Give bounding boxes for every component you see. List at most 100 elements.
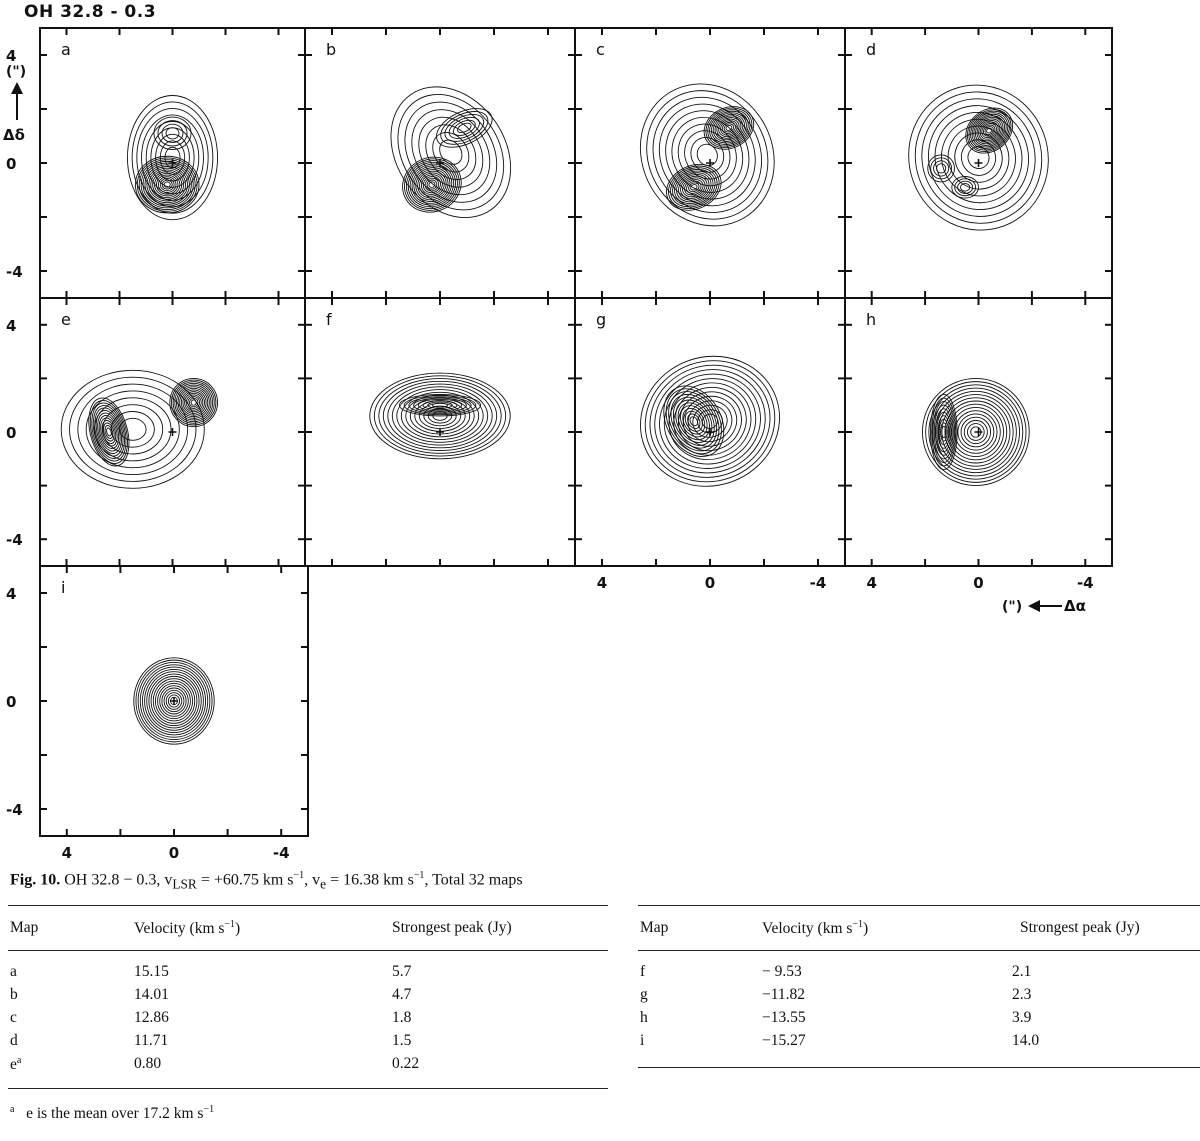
panel-e-contour bbox=[175, 384, 212, 421]
panel-i-contour bbox=[161, 687, 187, 715]
panel-f-contour bbox=[382, 380, 498, 452]
panel-g-contour bbox=[668, 391, 720, 452]
panel-i-contour bbox=[133, 657, 215, 745]
panel-f-contour bbox=[373, 375, 507, 457]
panel-d-contour bbox=[941, 118, 1016, 197]
contour-panels: a b c d e f g h i 4 0 -4 4 0 -4 4 0 -4 4 0 -4 4 0 -4 4 0 -4 (") Δδ ("… bbox=[3, 27, 1113, 862]
panel-c-contour bbox=[680, 175, 708, 199]
table-cell-velocity: 11.71 bbox=[134, 1032, 169, 1049]
panel-b-contour bbox=[411, 109, 491, 196]
panel-c-contour bbox=[718, 118, 740, 138]
panel-e-contour bbox=[94, 397, 172, 462]
table-cell-peak: 2.1 bbox=[1012, 963, 1032, 980]
panel-i-center-cross bbox=[170, 697, 178, 705]
panel-b-contour bbox=[409, 163, 455, 206]
contour-map-figure: OH 32.8 - 0.3 a b c d e f g h i 4 0 -4 4 0 -4 4 0 -4 4 0 -4 4… bbox=[3, 2, 1113, 862]
panel-d-contour-group bbox=[965, 107, 1014, 154]
panel-d-contour bbox=[974, 116, 1004, 145]
panel-g-contour bbox=[670, 394, 718, 449]
x-axis-unit-label: (") bbox=[1002, 599, 1022, 615]
panel-f-contour bbox=[422, 400, 458, 411]
panel-a-contour bbox=[148, 167, 187, 202]
panel-c-contour bbox=[716, 117, 742, 139]
panel-g-contour bbox=[687, 413, 701, 429]
y-axis-label: Δδ bbox=[3, 126, 25, 144]
panel-c-contour bbox=[710, 112, 747, 144]
y-tick-label-a: 4 bbox=[6, 47, 16, 65]
table-cell-map: i bbox=[640, 1032, 645, 1049]
panel-d-contour bbox=[930, 157, 953, 180]
panel-b-contour bbox=[419, 172, 445, 197]
panel-i-contour bbox=[152, 678, 196, 724]
panel-b-contour bbox=[407, 161, 456, 208]
y-tick-label-e: -4 bbox=[6, 531, 23, 549]
x-tick-label-h: -4 bbox=[1077, 574, 1094, 592]
panel-b-contour bbox=[411, 165, 453, 204]
table-bottom-rule bbox=[8, 1088, 608, 1089]
panel-c-contour bbox=[707, 109, 751, 147]
panel-i-contour bbox=[144, 668, 204, 734]
panel-b-center-cross bbox=[436, 159, 444, 167]
panel-g-contour bbox=[684, 410, 703, 432]
table-right: Map Velocity (km s−1) Strongest peak (Jy… bbox=[638, 905, 1200, 1095]
panel-d-contour bbox=[978, 119, 1001, 142]
y-tick-label-i: -4 bbox=[6, 801, 23, 819]
panel-c-contour bbox=[714, 115, 744, 141]
panel-f-contour bbox=[408, 396, 472, 414]
panel-h-contour bbox=[941, 425, 947, 439]
panel-i-contour bbox=[154, 680, 194, 722]
panel-g-contour bbox=[649, 364, 771, 478]
panel-b-contour-group bbox=[390, 86, 512, 218]
panel-g-contour bbox=[682, 407, 706, 435]
panel-i-contour bbox=[150, 675, 198, 727]
panel-b-contour bbox=[457, 122, 472, 134]
panel-g-contour bbox=[678, 391, 742, 452]
panel-e-contour-group bbox=[169, 377, 218, 428]
caption-ve: , v bbox=[304, 871, 321, 889]
table-cell-peak: 4.7 bbox=[392, 986, 412, 1003]
panel-d-contour bbox=[914, 91, 1043, 224]
panel-e-contour bbox=[106, 427, 112, 437]
table-cell-velocity: −15.27 bbox=[762, 1032, 806, 1049]
panel-b-contour-group bbox=[402, 156, 462, 213]
panel-f-contour bbox=[378, 378, 502, 454]
footnote-marker: a bbox=[10, 1104, 15, 1115]
panel-g-contour bbox=[680, 405, 708, 438]
panel-i-contour bbox=[141, 666, 207, 736]
velocity-header-exp: −1 bbox=[852, 919, 864, 930]
panel-e-contour bbox=[77, 383, 189, 476]
table-cell-velocity: 0.80 bbox=[134, 1055, 162, 1072]
panel-b-contour bbox=[402, 156, 462, 213]
panel-a-contour bbox=[136, 107, 209, 208]
table-bottom-rule bbox=[638, 1067, 1200, 1068]
table-cell-map: a bbox=[10, 963, 17, 980]
panel-a-contour bbox=[134, 155, 200, 214]
panel-c-contour bbox=[684, 179, 704, 196]
panel-c-contour bbox=[666, 163, 722, 211]
table-cell-peak: 1.8 bbox=[392, 1009, 412, 1026]
velocity-header-exp: −1 bbox=[224, 919, 236, 930]
panel-i-contour bbox=[167, 694, 181, 708]
figure-caption: Fig. 10. OH 32.8 − 0.3, vLSR = +60.75 km… bbox=[10, 870, 523, 893]
panel-d-contour bbox=[933, 160, 950, 177]
panel-e-contour bbox=[184, 392, 204, 413]
y-tick-label-e: 4 bbox=[6, 317, 16, 335]
panel-a-contour bbox=[152, 171, 183, 199]
panel-c-contour bbox=[721, 121, 736, 134]
panel-a-contour-group bbox=[134, 155, 200, 214]
panel-b-contour bbox=[448, 116, 480, 139]
panel-c-contour bbox=[723, 123, 735, 133]
panel-i-label: i bbox=[61, 578, 65, 597]
panel-b-contour bbox=[390, 86, 512, 218]
table-top-rule bbox=[8, 905, 608, 906]
panel-g-contour bbox=[665, 388, 722, 455]
caption-text: OH 32.8 − 0.3, v bbox=[60, 871, 173, 889]
table-cell-peak: 2.3 bbox=[1012, 986, 1032, 1003]
panel-e-contour bbox=[89, 400, 128, 464]
panel-e-center-cross bbox=[168, 428, 177, 436]
x-tick-label-i: -4 bbox=[273, 844, 290, 862]
panel-d-contour bbox=[981, 123, 997, 139]
panel-a-center-cross bbox=[168, 159, 177, 167]
y-tick-label-i: 4 bbox=[6, 585, 16, 603]
panel-a-contour bbox=[140, 160, 194, 209]
